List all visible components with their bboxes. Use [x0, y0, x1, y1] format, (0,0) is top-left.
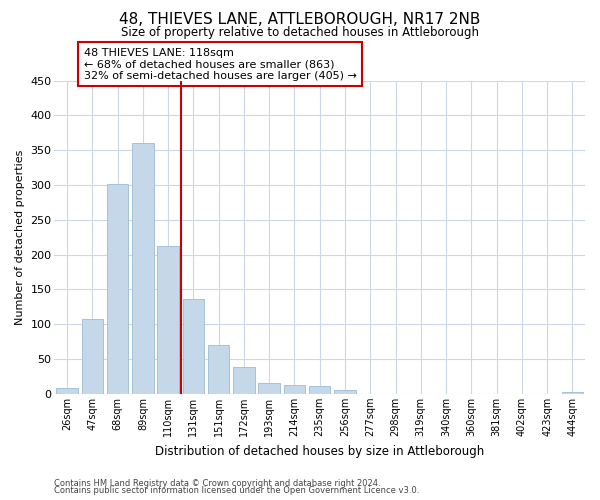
X-axis label: Distribution of detached houses by size in Attleborough: Distribution of detached houses by size … [155, 444, 484, 458]
Y-axis label: Number of detached properties: Number of detached properties [15, 150, 25, 325]
Bar [56, 388, 78, 394]
Bar [157, 246, 179, 394]
Bar [334, 390, 356, 394]
Bar [309, 386, 331, 394]
Bar [284, 385, 305, 394]
Text: Contains HM Land Registry data © Crown copyright and database right 2024.: Contains HM Land Registry data © Crown c… [54, 478, 380, 488]
Text: 48 THIEVES LANE: 118sqm
← 68% of detached houses are smaller (863)
32% of semi-d: 48 THIEVES LANE: 118sqm ← 68% of detache… [83, 48, 356, 80]
Bar [259, 384, 280, 394]
Text: Size of property relative to detached houses in Attleborough: Size of property relative to detached ho… [121, 26, 479, 39]
Bar [132, 144, 154, 394]
Bar [107, 184, 128, 394]
Text: Contains public sector information licensed under the Open Government Licence v3: Contains public sector information licen… [54, 486, 419, 495]
Bar [233, 366, 254, 394]
Bar [208, 345, 229, 394]
Bar [182, 298, 204, 394]
Text: 48, THIEVES LANE, ATTLEBOROUGH, NR17 2NB: 48, THIEVES LANE, ATTLEBOROUGH, NR17 2NB [119, 12, 481, 28]
Bar [82, 318, 103, 394]
Bar [562, 392, 583, 394]
